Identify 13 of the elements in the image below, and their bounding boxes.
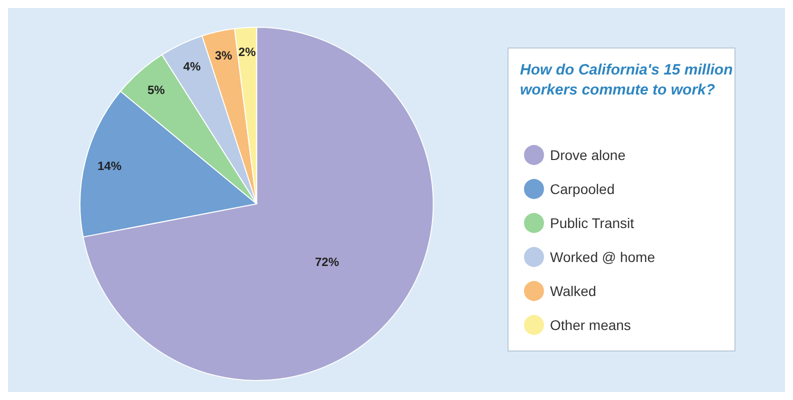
legend-label: Other means [550,317,631,333]
legend-label: Walked [550,283,596,299]
data-label: 5% [148,82,166,97]
legend-label: Carpooled [550,181,615,197]
legend-label: Drove alone [550,147,626,163]
data-label: 3% [214,48,233,63]
legend-title: How do California's 15 million workers commute to work? [520,62,737,98]
legend-label: Public Transit [550,215,634,231]
legend-label: Worked @ home [550,249,656,265]
data-label: 14% [97,159,122,174]
data-label: 4% [183,59,201,74]
data-label: 72% [314,255,340,270]
data-label: 2% [238,45,256,60]
